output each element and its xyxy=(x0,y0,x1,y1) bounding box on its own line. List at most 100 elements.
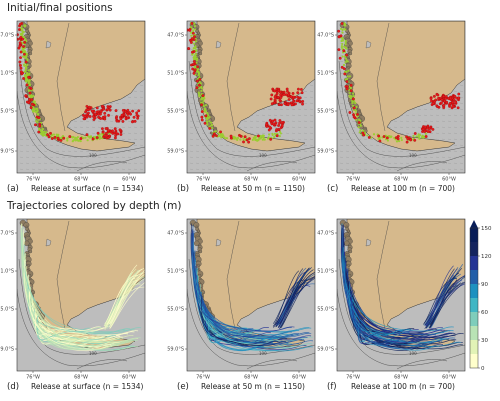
velocity-arrow xyxy=(73,150,78,152)
final-point xyxy=(126,108,130,112)
velocity-arrow xyxy=(459,132,464,134)
initial-point xyxy=(417,133,420,136)
velocity-arrow xyxy=(55,144,60,146)
velocity-arrow xyxy=(387,126,392,128)
final-point xyxy=(195,79,199,83)
velocity-arrow xyxy=(207,162,212,164)
initial-point xyxy=(21,29,24,32)
final-point xyxy=(396,134,400,138)
trajectories xyxy=(20,223,145,352)
velocity-arrow xyxy=(357,168,362,170)
initial-point xyxy=(21,48,25,51)
final-point xyxy=(457,92,461,96)
lake xyxy=(45,238,52,247)
final-point xyxy=(278,103,281,107)
velocity-arrow xyxy=(133,168,138,170)
velocity-arrow xyxy=(43,138,48,140)
velocity-arrow xyxy=(115,150,120,152)
initial-point xyxy=(254,138,257,142)
y-tick-label: 59.0°S xyxy=(167,347,184,353)
final-point xyxy=(275,92,279,95)
velocity-arrow xyxy=(453,150,458,152)
velocity-arrow xyxy=(139,120,144,122)
panel-caption: Release at 50 m (n = 1150) xyxy=(201,382,305,391)
final-point xyxy=(204,114,208,118)
velocity-arrow xyxy=(309,114,314,116)
velocity-arrow xyxy=(115,114,120,116)
velocity-arrow xyxy=(339,156,344,158)
velocity-arrow xyxy=(429,132,434,134)
trajectories xyxy=(190,223,315,352)
initial-point xyxy=(267,136,270,139)
panel-letter: (e) xyxy=(177,382,189,392)
y-tick-label: 55.0°S xyxy=(317,109,334,115)
velocity-arrow xyxy=(139,102,144,104)
velocity-arrow xyxy=(207,168,212,170)
final-point xyxy=(19,35,23,39)
velocity-arrow xyxy=(85,156,90,158)
initial-point xyxy=(204,104,208,107)
velocity-arrow xyxy=(19,78,24,80)
final-point xyxy=(423,125,427,129)
velocity-arrow xyxy=(189,162,194,164)
initial-point xyxy=(44,131,48,134)
colorbar-segment xyxy=(470,270,478,284)
velocity-arrow xyxy=(201,168,206,170)
initial-point xyxy=(343,55,347,58)
initial-point xyxy=(386,139,390,142)
final-point xyxy=(349,83,353,87)
velocity-arrow xyxy=(103,168,108,170)
velocity-arrow xyxy=(267,156,272,158)
initial-point xyxy=(28,84,31,87)
x-tick-label: 60°W xyxy=(442,177,456,183)
velocity-arrow xyxy=(121,126,126,128)
colorbar-tick-label: 150 xyxy=(481,226,492,232)
final-point xyxy=(104,132,108,135)
velocity-arrow xyxy=(417,108,422,110)
velocity-arrow xyxy=(285,138,290,140)
velocity-arrow xyxy=(447,108,452,110)
velocity-arrow xyxy=(363,162,368,164)
panel-caption: Release at surface (n = 1534) xyxy=(31,382,144,391)
final-point xyxy=(431,127,435,131)
velocity-arrow xyxy=(231,168,236,170)
velocity-arrow xyxy=(133,150,138,152)
velocity-arrow xyxy=(273,108,278,110)
final-point xyxy=(444,95,448,98)
island xyxy=(209,131,213,135)
velocity-arrow xyxy=(423,120,428,122)
initial-point xyxy=(217,132,220,135)
velocity-arrow xyxy=(309,96,314,98)
velocity-arrow xyxy=(303,144,308,146)
velocity-arrow xyxy=(243,168,248,170)
final-point xyxy=(119,117,123,121)
final-point xyxy=(94,113,98,117)
velocity-arrow xyxy=(189,108,194,110)
final-point xyxy=(273,98,277,102)
initial-point xyxy=(98,137,101,140)
contour-label: 100 xyxy=(259,351,267,356)
initial-point xyxy=(43,133,46,136)
velocity-arrow xyxy=(267,168,272,170)
velocity-arrow xyxy=(447,132,452,134)
final-point xyxy=(95,106,99,110)
final-point xyxy=(114,109,118,112)
velocity-arrow xyxy=(405,126,410,128)
panel-caption: Release at 100 m (n = 700) xyxy=(351,184,455,193)
velocity-arrow xyxy=(255,126,260,128)
velocity-arrow xyxy=(31,150,36,152)
initial-point xyxy=(278,135,281,138)
velocity-arrow xyxy=(453,108,458,110)
velocity-arrow xyxy=(309,150,314,152)
final-point xyxy=(28,97,31,101)
final-point xyxy=(243,135,247,139)
velocity-arrow xyxy=(243,120,248,122)
contour-label: 100 xyxy=(89,351,97,356)
velocity-arrow xyxy=(31,126,36,128)
final-point xyxy=(203,121,207,125)
velocity-arrow xyxy=(73,126,78,128)
final-point xyxy=(27,101,31,105)
velocity-arrow xyxy=(453,144,458,146)
velocity-arrow xyxy=(447,126,452,128)
final-point xyxy=(268,125,272,129)
